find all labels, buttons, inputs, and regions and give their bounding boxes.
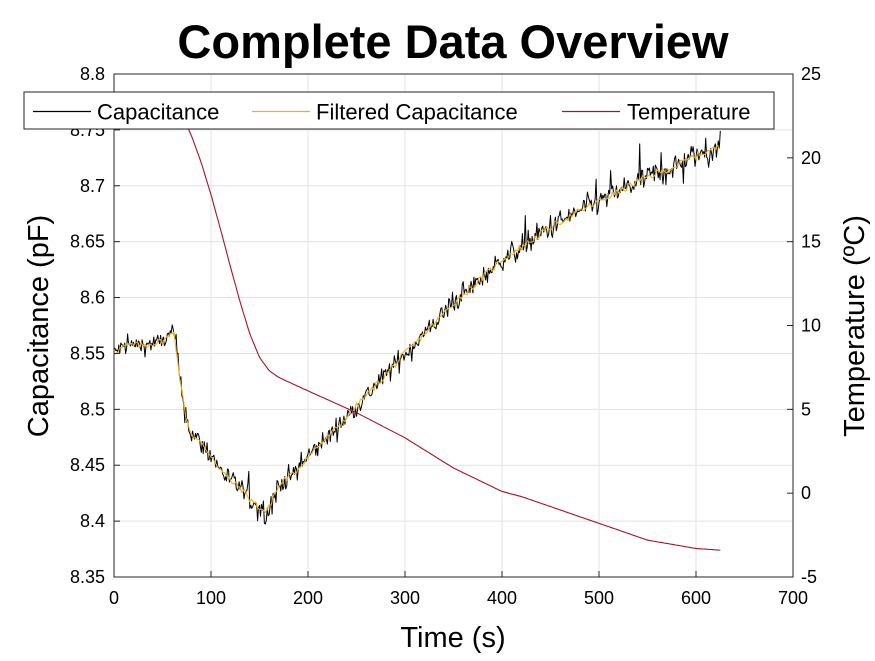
y-left-tick-label: 8.6	[80, 288, 105, 308]
y-axis-right-label: Temperature (ºC)	[839, 215, 871, 437]
series-temperature-line	[184, 120, 721, 551]
x-tick-label: 200	[293, 588, 323, 608]
legend-label: Filtered Capacitance	[316, 100, 518, 125]
y-left-tick-label: 8.65	[70, 232, 105, 252]
x-axis-label: Time (s)	[400, 622, 505, 654]
plot-area	[113, 120, 721, 551]
x-tick-label: 600	[681, 588, 711, 608]
chart-title: Complete Data Overview	[177, 15, 729, 68]
y-left-tick-label: 8.7	[80, 176, 105, 196]
x-tick-label: 100	[196, 588, 226, 608]
x-tick-label: 300	[390, 588, 420, 608]
y-left-tick-label: 8.8	[80, 64, 105, 84]
x-tick-label: 400	[487, 588, 517, 608]
y-left-tick-label: 8.45	[70, 455, 105, 475]
x-tick-label: 500	[584, 588, 614, 608]
y-right-tick-label: -5	[801, 567, 817, 587]
y-right-tick-label: 10	[801, 316, 821, 336]
legend: Capacitance Filtered Capacitance Temperatu…	[23, 91, 775, 130]
y-left-tick-label: 8.4	[80, 511, 105, 531]
y-left-tick-label: 8.55	[70, 343, 105, 363]
legend-label: Temperature	[627, 100, 751, 125]
axes: 0 100 200 300 400 500 600 7008.358.48.458.58.55…	[70, 64, 821, 608]
y-left-tick-label: 8.5	[80, 399, 105, 419]
axes-box	[113, 73, 794, 578]
x-tick-label: 0	[109, 588, 119, 608]
series-filtered-capacitance-line	[113, 144, 720, 513]
y-right-tick-label: 0	[801, 483, 811, 503]
y-left-tick-label: 8.35	[70, 567, 105, 587]
y-right-tick-label: 25	[801, 64, 821, 84]
y-right-tick-label: 15	[801, 232, 821, 252]
plot-background	[114, 74, 793, 577]
x-tick-label: 700	[778, 588, 808, 608]
y-right-tick-label: 20	[801, 148, 821, 168]
legend-label: Capacitance	[97, 100, 219, 125]
y-right-tick-label: 5	[801, 399, 811, 419]
y-axis-left-label: Capacitance (pF)	[23, 215, 55, 437]
legend-box	[23, 91, 775, 130]
